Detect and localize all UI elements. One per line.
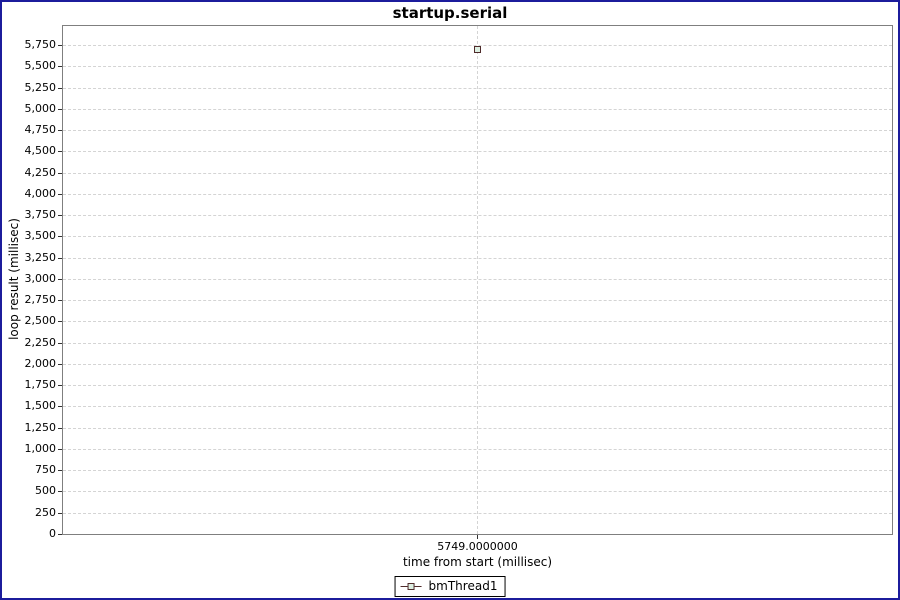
y-tick-label: 1,750 bbox=[24, 378, 57, 392]
y-tick-mark bbox=[58, 470, 62, 472]
y-tick-label: 1,500 bbox=[24, 399, 57, 413]
y-tick-mark bbox=[58, 215, 62, 217]
x-tick-label: 5749.0000000 bbox=[437, 540, 518, 553]
y-tick-label: 5,250 bbox=[24, 80, 57, 94]
y-tick-label: 4,750 bbox=[24, 123, 57, 137]
y-tick-label: 1,000 bbox=[24, 441, 57, 455]
y-tick-mark bbox=[58, 385, 62, 387]
y-tick-mark bbox=[58, 427, 62, 429]
y-tick-label: 3,750 bbox=[24, 208, 57, 222]
x-gridline bbox=[477, 26, 478, 534]
y-tick-mark bbox=[58, 534, 62, 535]
x-tick-mark bbox=[477, 535, 478, 539]
y-tick-label: 4,500 bbox=[24, 144, 57, 158]
y-tick-label: 3,250 bbox=[24, 250, 57, 264]
legend: bmThread1 bbox=[394, 576, 506, 597]
y-tick-label: 250 bbox=[35, 505, 56, 519]
y-tick-mark bbox=[58, 321, 62, 323]
y-tick-mark bbox=[58, 151, 62, 153]
y-tick-label: 2,750 bbox=[24, 293, 57, 307]
y-tick-label: 5,500 bbox=[24, 59, 57, 73]
y-tick-mark bbox=[58, 44, 62, 46]
chart-title: startup.serial bbox=[392, 4, 508, 22]
y-tick-mark bbox=[58, 66, 62, 68]
y-tick-mark bbox=[58, 193, 62, 195]
y-tick-mark bbox=[58, 448, 62, 450]
y-tick-label: 500 bbox=[35, 484, 56, 498]
x-axis-label: time from start (millisec) bbox=[402, 555, 553, 569]
data-point-marker bbox=[474, 45, 481, 53]
y-tick-mark bbox=[58, 300, 62, 302]
y-tick-mark bbox=[58, 278, 62, 280]
y-tick-label: 750 bbox=[35, 463, 56, 477]
y-tick-label: 2,000 bbox=[24, 356, 57, 370]
y-tick-mark bbox=[58, 236, 62, 238]
y-tick-mark bbox=[58, 87, 62, 89]
y-tick-label: 3,000 bbox=[24, 271, 57, 285]
y-tick-mark bbox=[58, 512, 62, 514]
y-tick-mark bbox=[58, 108, 62, 110]
legend-item-label: bmThread1 bbox=[428, 579, 498, 593]
y-tick-mark bbox=[58, 342, 62, 344]
y-tick-mark bbox=[58, 172, 62, 174]
y-tick-label: 5,750 bbox=[24, 37, 57, 51]
y-tick-label: 2,500 bbox=[24, 314, 57, 328]
y-tick-mark bbox=[58, 130, 62, 132]
y-tick-label: 4,250 bbox=[24, 165, 57, 179]
y-tick-mark bbox=[58, 491, 62, 493]
y-tick-label: 5,000 bbox=[24, 101, 57, 115]
y-tick-label: 0 bbox=[49, 527, 56, 540]
y-axis-label: loop result (millisec) bbox=[7, 218, 21, 340]
y-tick-label: 1,250 bbox=[24, 420, 57, 434]
y-tick-label: 3,500 bbox=[24, 229, 57, 243]
series-marker-icon bbox=[400, 582, 422, 591]
y-tick-label: 2,250 bbox=[24, 335, 57, 349]
y-tick-mark bbox=[58, 406, 62, 408]
y-tick-mark bbox=[58, 363, 62, 365]
y-tick-mark bbox=[58, 257, 62, 259]
y-tick-label: 4,000 bbox=[24, 186, 57, 200]
